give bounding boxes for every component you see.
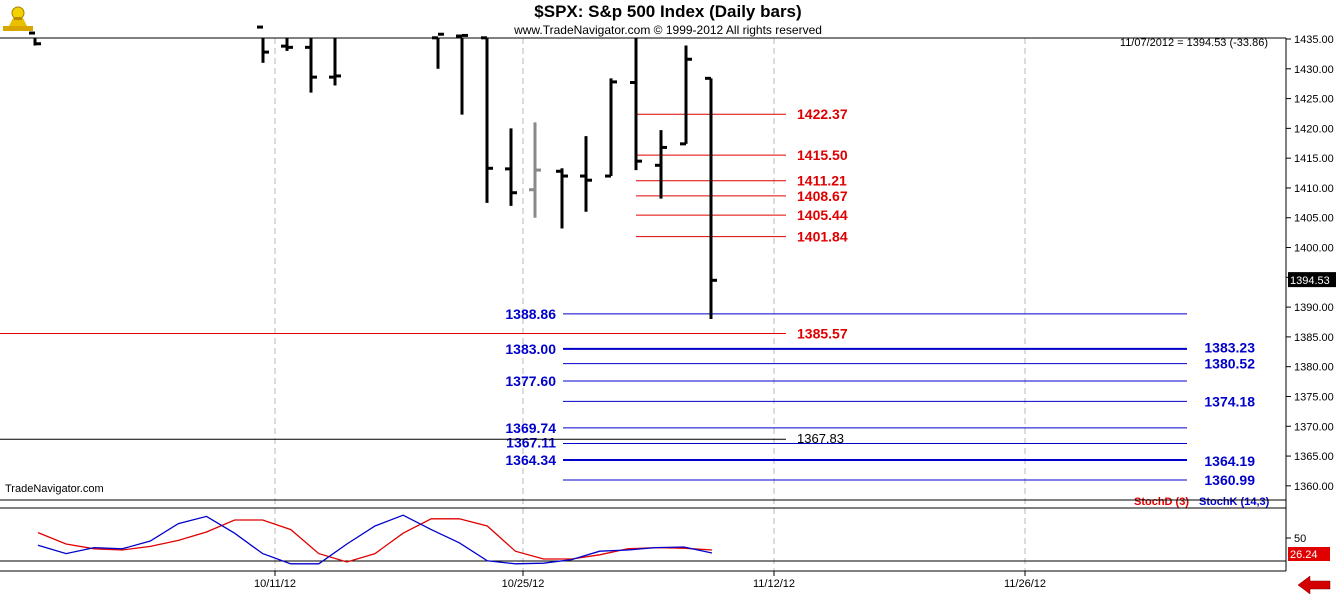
stochastic-panel: 50 StochD (3) StochK (14,3) 26.24	[0, 496, 1330, 565]
last-price-info: 11/07/2012 = 1394.53 (-33.86)	[1120, 37, 1268, 49]
y-tick-label: 1365.00	[1294, 451, 1334, 463]
stoch-legend-d: StochD (3)	[1134, 496, 1189, 508]
level-label: 1377.60	[505, 373, 556, 389]
axes: 1435.00 1430.00 1425.00 1420.00 1415.00 1410.…	[0, 34, 1336, 590]
level-label: 1380.52	[1204, 356, 1255, 372]
ohlc-bar	[529, 122, 541, 218]
ohlc-bar	[680, 45, 692, 146]
y-tick-label: 1415.00	[1294, 153, 1334, 165]
back-arrow-icon[interactable]	[1297, 575, 1331, 594]
chart-title: $SPX: S&p 500 Index (Daily bars)	[534, 2, 801, 21]
ohlc-bar	[605, 78, 617, 178]
ohlc-bar	[505, 128, 517, 206]
ohlc-bar	[456, 33, 468, 115]
y-tick-label: 1425.00	[1294, 94, 1334, 106]
stoch-series-line	[37, 518, 713, 563]
level-label: 1364.19	[1204, 453, 1255, 469]
last-price-label: 1394.53	[1290, 275, 1330, 287]
level-label: 1360.99	[1204, 472, 1255, 488]
level-label: 1383.23	[1204, 339, 1255, 355]
y-tick-label: 1400.00	[1294, 243, 1334, 255]
ohlc-bar	[432, 32, 444, 69]
x-tick-label: 11/12/12	[753, 578, 795, 590]
level-label: 1369.74	[505, 420, 556, 436]
level-label: 1383.00	[505, 341, 556, 357]
level-label: 1367.83	[797, 431, 844, 446]
level-label: 1408.67	[797, 188, 848, 204]
ohlc-bar	[257, 25, 269, 63]
grid	[274, 38, 1026, 571]
y-tick-label: 1430.00	[1294, 64, 1334, 76]
level-label: 1411.21	[797, 173, 847, 189]
x-tick-label: 10/25/12	[502, 578, 545, 590]
level-label: 1367.11	[506, 434, 556, 450]
y-tick-label: 1360.00	[1294, 481, 1334, 493]
price-bars	[29, 25, 717, 320]
ohlc-bar	[305, 38, 317, 93]
watermark-text: TradeNavigator.com	[5, 483, 104, 495]
ohlc-bar	[481, 36, 493, 203]
ohlc-bar	[281, 38, 293, 51]
y-tick-label: 1435.00	[1294, 34, 1334, 46]
y-tick-label: 1410.00	[1294, 183, 1334, 195]
y-tick-label: 1420.00	[1294, 123, 1334, 135]
y-tick-label: 1405.00	[1294, 213, 1334, 225]
y-tick-label: 1380.00	[1294, 362, 1334, 374]
ohlc-bar	[630, 38, 642, 171]
level-label: 1422.37	[797, 106, 848, 122]
level-label: 1401.84	[797, 229, 848, 245]
level-label: 1385.57	[797, 326, 848, 342]
last-price-box	[1288, 272, 1336, 288]
stoch-y-tick-label: 50	[1294, 533, 1306, 545]
y-tick-label: 1385.00	[1294, 332, 1334, 344]
ohlc-bar	[29, 31, 41, 46]
stoch-last-value-label: 26.24	[1290, 549, 1318, 561]
level-label: 1364.34	[505, 452, 556, 468]
ohlc-bar	[655, 130, 667, 199]
level-label: 1405.44	[797, 207, 848, 223]
x-tick-label: 11/26/12	[1004, 578, 1046, 590]
ohlc-bar	[580, 136, 592, 212]
y-tick-label: 1390.00	[1294, 302, 1334, 314]
y-tick-label: 1375.00	[1294, 391, 1334, 403]
level-label: 1374.18	[1204, 393, 1255, 409]
ohlc-bar	[329, 38, 341, 86]
level-label: 1415.50	[797, 147, 848, 163]
ohlc-bar	[705, 76, 717, 320]
x-tick-label: 10/11/12	[254, 578, 296, 590]
stoch-series-line	[37, 514, 713, 565]
y-tick-label: 1370.00	[1294, 421, 1334, 433]
ohlc-bar	[556, 168, 568, 229]
stoch-last-value-box	[1288, 547, 1330, 561]
copyright-text: www.TradeNavigator.com © 1999-2012 All r…	[513, 23, 822, 37]
stoch-legend-k: StochK (14,3)	[1199, 496, 1270, 508]
trophy-logo-icon[interactable]	[3, 6, 33, 31]
level-label: 1388.86	[505, 306, 556, 322]
